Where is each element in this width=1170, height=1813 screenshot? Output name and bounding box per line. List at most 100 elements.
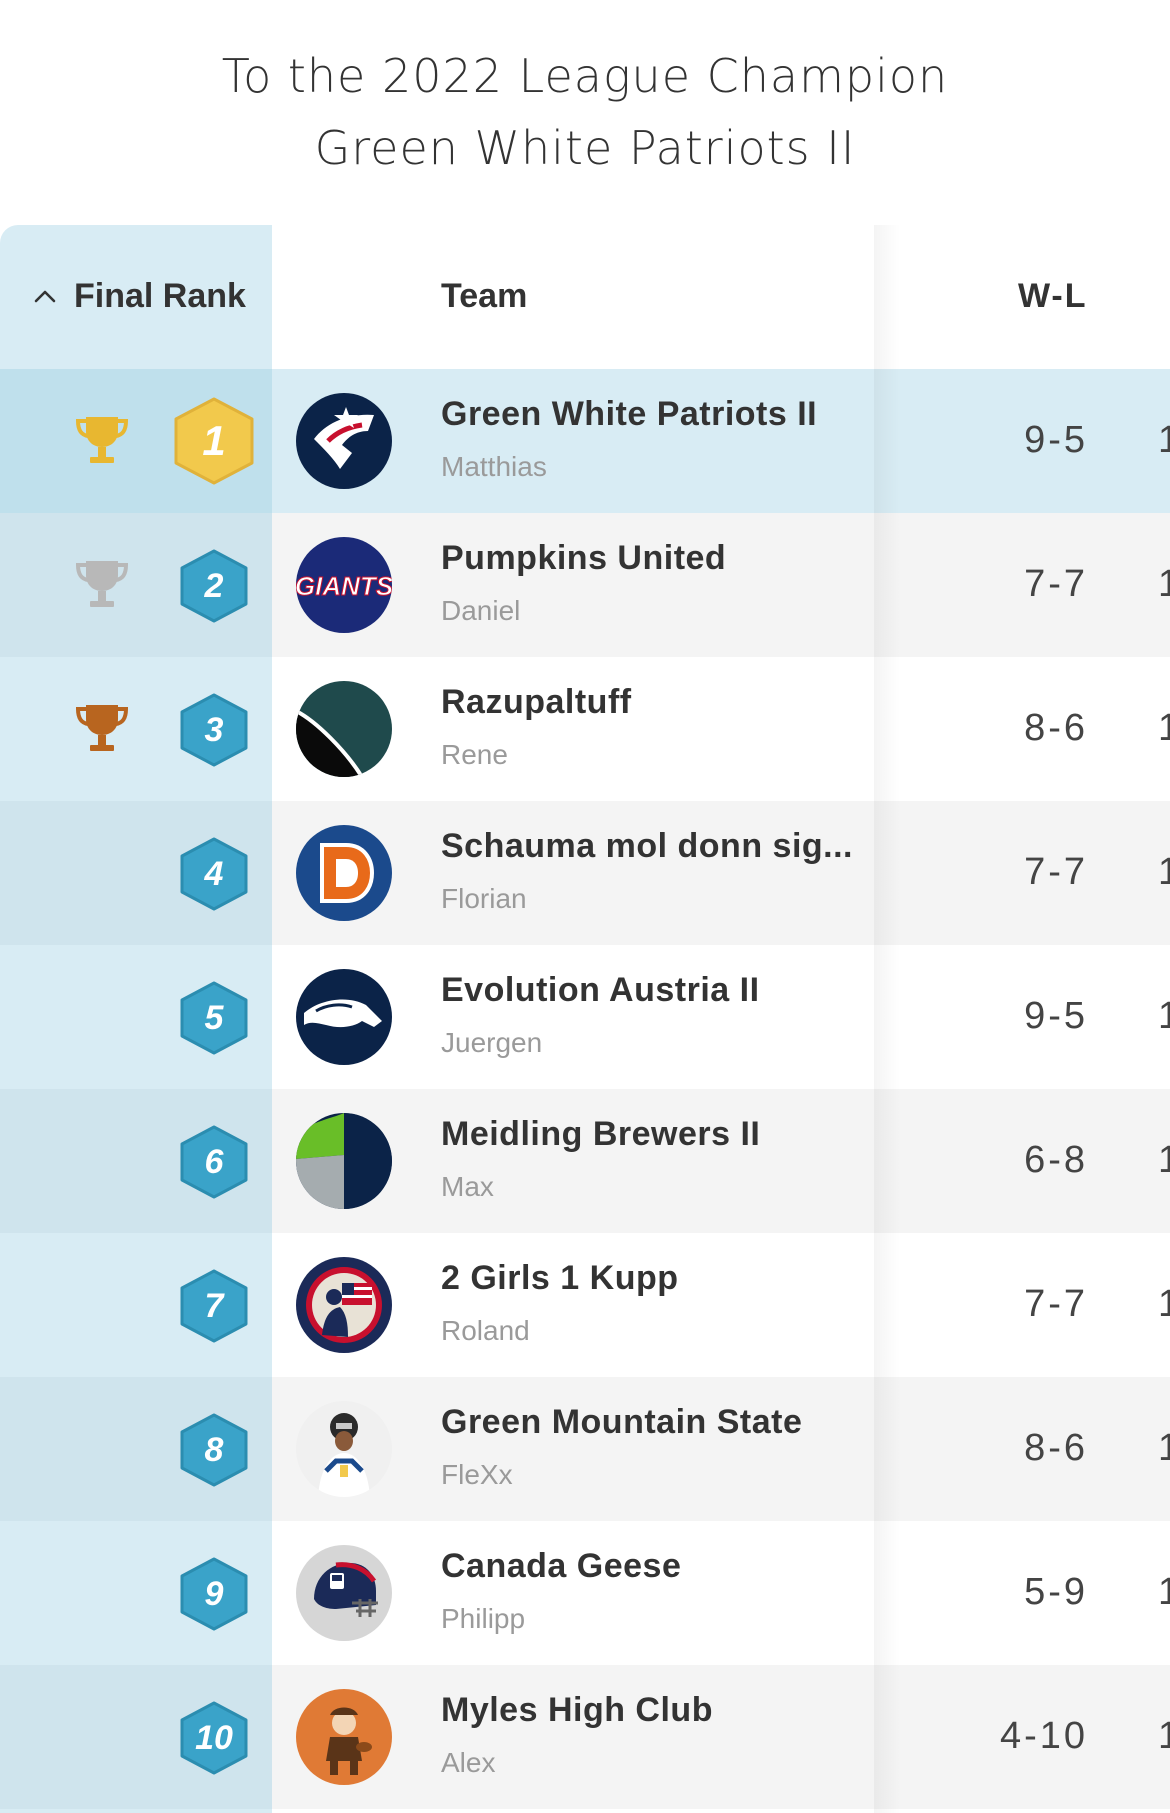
wl-column-header[interactable]: W-L: [1018, 277, 1088, 315]
broncos-horse-logo: [296, 969, 392, 1065]
patriot-flag-logo: [296, 1257, 392, 1353]
team-name[interactable]: Meidling Brewers II: [441, 1115, 761, 1153]
next-column-value: 1: [1158, 563, 1170, 605]
rank-cell: 9: [0, 1521, 272, 1665]
win-loss-record: 7-7: [1024, 851, 1088, 893]
giants-logo: GIANTS: [296, 537, 392, 633]
owner-name: FleXx: [441, 1459, 513, 1490]
rank-badge: 4: [178, 835, 250, 913]
rank-badge: 9: [178, 1555, 250, 1633]
team-name[interactable]: Razupaltuff: [441, 683, 632, 721]
owner-name: Roland: [441, 1315, 530, 1346]
rank-number: 7: [204, 1286, 224, 1325]
nfl-helmet-logo: [296, 1545, 392, 1641]
owner-name: Juergen: [441, 1027, 543, 1058]
final-rank-label: Final Rank: [74, 277, 246, 315]
rank-number: 2: [204, 566, 224, 605]
rank-number: 10: [195, 1718, 233, 1757]
owner-name: Matthias: [441, 451, 547, 482]
next-column-value: 1: [1158, 1571, 1170, 1613]
win-loss-record: 5-9: [1024, 1571, 1088, 1613]
win-loss-record: 8-6: [1024, 1427, 1088, 1469]
win-loss-record: 9-5: [1024, 419, 1088, 461]
team-name[interactable]: Pumpkins United: [441, 539, 727, 577]
table-row[interactable]: 6 Meidling Brewers II Max 6-8 1: [0, 1089, 1170, 1233]
owner-name: Max: [441, 1171, 494, 1202]
sort-final-rank-header[interactable]: Final Rank: [28, 277, 246, 316]
win-loss-record: 8-6: [1024, 707, 1088, 749]
rank-cell: 4: [0, 801, 272, 945]
owner-name: Rene: [441, 739, 508, 770]
rank-badge: 7: [178, 1267, 250, 1345]
player-photo-avatar: [296, 1401, 392, 1497]
table-row[interactable]: 1 Green White Patriots II Matthias 9-5 1: [0, 369, 1170, 513]
table-header: Final Rank Team W-L: [0, 225, 1170, 369]
rank-cell: 8: [0, 1377, 272, 1521]
team-name[interactable]: Canada Geese: [441, 1547, 682, 1585]
table-row[interactable]: 5 Evolution Austria II Juergen 9-5 1: [0, 945, 1170, 1089]
win-loss-record: 9-5: [1024, 995, 1088, 1037]
rank-number: 9: [204, 1574, 224, 1613]
champion-banner: To the 2022 League Champion Green White …: [0, 40, 1170, 184]
rank-cell: 3: [0, 657, 272, 801]
table-row[interactable]: 2 GIANTS Pumpkins United Daniel 7-7 1: [0, 513, 1170, 657]
team-name[interactable]: Myles High Club: [441, 1691, 713, 1729]
win-loss-record: 7-7: [1024, 563, 1088, 605]
next-column-value: 1: [1158, 419, 1170, 461]
owner-name: Alex: [441, 1747, 496, 1778]
rank-badge: 10: [178, 1699, 250, 1777]
rank-number: 3: [204, 710, 224, 749]
rank-number: 1: [202, 417, 226, 464]
rank-cell: 6: [0, 1089, 272, 1233]
owner-name: Daniel: [441, 595, 521, 626]
table-row[interactable]: 3 Razupaltuff Rene 8-6 1: [0, 657, 1170, 801]
browns-elf-logo: [296, 1689, 392, 1785]
rank-cell: 2: [0, 513, 272, 657]
table-row[interactable]: 4 Schauma mol donn sig... Florian 7-7 1: [0, 801, 1170, 945]
chevron-up-icon: [34, 290, 56, 302]
broncos-d-logo: [296, 825, 392, 921]
team-name[interactable]: Green White Patriots II: [441, 395, 818, 433]
team-name[interactable]: Evolution Austria II: [441, 971, 760, 1009]
next-column-value: 1: [1158, 995, 1170, 1037]
trophy-gold-icon: [75, 417, 129, 463]
table-row[interactable]: 9 Canada Geese Philipp 5-9 1: [0, 1521, 1170, 1665]
next-column-value: 1: [1158, 1715, 1170, 1757]
trophy-bronze-icon: [75, 705, 129, 751]
table-row[interactable]: 7 2 Girls 1 Kupp Roland 7-7 1: [0, 1233, 1170, 1377]
owner-name: Florian: [441, 883, 527, 914]
next-column-value: 1: [1158, 1427, 1170, 1469]
rank-cell: 5: [0, 945, 272, 1089]
next-column-value: 1: [1158, 1283, 1170, 1325]
rank-badge: 2: [178, 547, 250, 625]
trophy-silver-icon: [75, 561, 129, 607]
rank-cell: 7: [0, 1233, 272, 1377]
owner-name: Philipp: [441, 1603, 526, 1634]
svg-text:GIANTS: GIANTS: [296, 571, 392, 601]
rank-badge: 1: [172, 395, 256, 487]
green-black-ball-logo: [296, 681, 392, 777]
rank-cell: 10: [0, 1665, 272, 1809]
table-row[interactable]: 8 Green Mountain State FleXx 8-6 1: [0, 1377, 1170, 1521]
team-name[interactable]: 2 Girls 1 Kupp: [441, 1259, 679, 1297]
rank-badge: 3: [178, 691, 250, 769]
team-name[interactable]: Green Mountain State: [441, 1403, 803, 1441]
next-column-value: 1: [1158, 707, 1170, 749]
rank-number: 6: [204, 1142, 224, 1181]
rank-badge: 6: [178, 1123, 250, 1201]
team-column-header[interactable]: Team: [441, 277, 528, 315]
win-loss-record: 6-8: [1024, 1139, 1088, 1181]
rank-cell: 1: [0, 369, 272, 513]
win-loss-record: 7-7: [1024, 1283, 1088, 1325]
next-column-value: 1: [1158, 1139, 1170, 1181]
team-name[interactable]: Schauma mol donn sig...: [441, 827, 853, 865]
table-row[interactable]: 10 Myles High Club Alex 4-10 1: [0, 1665, 1170, 1809]
win-loss-record: 4-10: [999, 1715, 1088, 1757]
rank-badge: 8: [178, 1411, 250, 1489]
banner-champion-name: Green White Patriots II: [314, 121, 856, 175]
rank-badge: 5: [178, 979, 250, 1057]
next-column-value: 1: [1158, 851, 1170, 893]
patriots-logo: [296, 393, 392, 489]
rank-number: 5: [204, 998, 224, 1037]
rank-number: 4: [204, 854, 224, 893]
